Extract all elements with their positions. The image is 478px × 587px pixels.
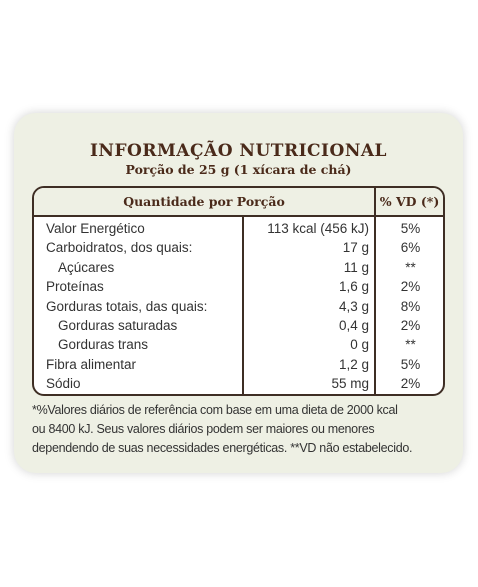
column-divider	[374, 188, 376, 394]
nutrient-vd: 2%	[400, 279, 421, 295]
table-row: Carboidratos, dos quais: 17 g 6%	[34, 238, 443, 257]
table-row: Valor Energético 113 kcal (456 kJ) 5%	[34, 219, 443, 238]
nutrient-name: Fibra alimentar	[46, 356, 137, 372]
table-row: Fibra alimentar 1,2 g 5%	[34, 355, 443, 374]
nutrient-name: Gorduras trans	[58, 337, 149, 353]
table-header: Quantidade por Porção % VD (*)	[34, 188, 443, 217]
footnote-line: dependendo de suas necessidades energéti…	[32, 441, 413, 455]
nutrient-quantity: 0 g	[350, 337, 369, 353]
footnote-line: *%Valores diários de referência com base…	[32, 403, 398, 417]
nutrient-quantity: 4,3 g	[338, 298, 369, 314]
nutrition-table: Quantidade por Porção % VD (*) Valor Ene…	[32, 186, 445, 396]
nutrition-label: INFORMAÇÃO NUTRICIONAL Porção de 25 g (1…	[14, 113, 463, 473]
header-vd: % VD (*)	[379, 194, 440, 209]
table-row: Açúcares 11 g **	[34, 258, 443, 277]
column-divider	[242, 217, 244, 394]
table-row: Sódio 55 mg 2%	[34, 374, 443, 393]
footnote: *%Valores diários de referência com base…	[32, 401, 449, 458]
nutrient-vd: 2%	[400, 376, 421, 392]
nutrient-quantity: 11 g	[343, 259, 369, 275]
nutrient-vd: **	[405, 259, 416, 275]
nutrient-vd: 5%	[400, 356, 421, 372]
footnote-line: ou 8400 kJ. Seus valores diários podem s…	[32, 422, 375, 436]
table-row: Proteínas 1,6 g 2%	[34, 277, 443, 296]
nutrient-name: Sódio	[46, 376, 81, 392]
table-row: Gorduras totais, das quais: 4,3 g 8%	[34, 297, 443, 316]
nutrient-quantity: 0,4 g	[338, 317, 369, 333]
table-row: Gorduras trans 0 g **	[34, 335, 443, 354]
nutrient-name: Gorduras saturadas	[58, 317, 178, 333]
label-title: INFORMAÇÃO NUTRICIONAL	[89, 141, 388, 161]
nutrient-quantity: 17 g	[342, 240, 369, 256]
nutrient-quantity: 1,6 g	[338, 279, 369, 295]
nutrient-vd: 5%	[400, 221, 421, 236]
nutrient-quantity: 1,2 g	[338, 356, 369, 372]
header-quantity: Quantidade por Porção	[123, 194, 285, 209]
nutrient-name: Proteínas	[46, 279, 104, 295]
nutrient-vd: 8%	[400, 298, 421, 314]
nutrient-vd: **	[405, 337, 416, 353]
nutrient-name: Açúcares	[58, 259, 115, 275]
nutrient-name: Carboidratos, dos quais:	[46, 240, 193, 256]
nutrient-name: Gorduras totais, das quais:	[46, 298, 208, 314]
nutrient-name: Valor Energético	[46, 221, 145, 236]
table-body: Valor Energético 113 kcal (456 kJ) 5% Ca…	[34, 219, 443, 394]
table-row: Gorduras saturadas 0,4 g 2%	[34, 316, 443, 335]
nutrient-vd: 6%	[400, 240, 421, 256]
serving-size: Porção de 25 g (1 xícara de chá)	[125, 162, 352, 177]
nutrient-quantity: 113 kcal (456 kJ)	[267, 221, 369, 236]
nutrient-vd: 2%	[400, 317, 421, 333]
nutrient-quantity: 55 mg	[331, 376, 369, 392]
